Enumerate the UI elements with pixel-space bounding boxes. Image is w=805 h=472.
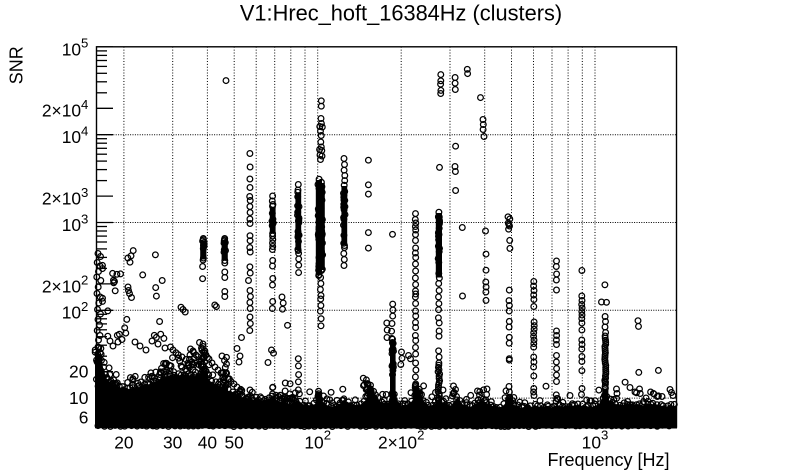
svg-text:V1:Hrec_hoft_16384Hz (clusters: V1:Hrec_hoft_16384Hz (clusters)	[240, 1, 562, 26]
svg-text:SNR: SNR	[7, 46, 27, 84]
svg-text:30: 30	[163, 433, 182, 453]
svg-text:Frequency [Hz]: Frequency [Hz]	[547, 450, 669, 470]
svg-text:2×104: 2×104	[42, 97, 89, 121]
svg-text:20: 20	[114, 433, 133, 453]
svg-text:50: 50	[225, 433, 244, 453]
svg-text:6: 6	[79, 408, 89, 428]
svg-text:2×102: 2×102	[378, 428, 425, 453]
svg-text:2×102: 2×102	[42, 273, 89, 297]
svg-text:10: 10	[69, 388, 88, 408]
svg-text:103: 103	[582, 428, 609, 453]
svg-text:20: 20	[69, 362, 88, 382]
svg-text:40: 40	[198, 433, 217, 453]
svg-text:2×103: 2×103	[42, 185, 89, 209]
